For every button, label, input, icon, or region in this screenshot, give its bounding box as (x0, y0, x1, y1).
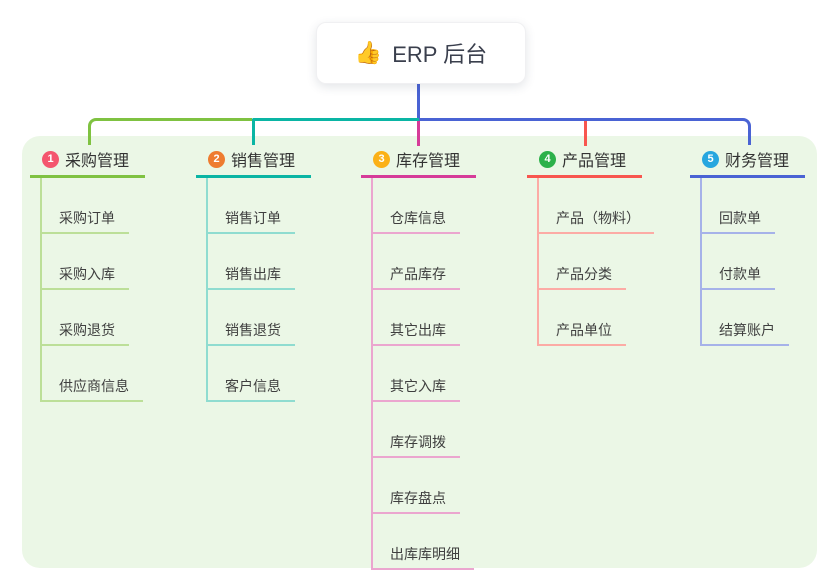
child-node[interactable]: 客户信息 (208, 346, 295, 402)
branch-underline (527, 175, 642, 178)
branch-children: 销售订单 销售出库 销售退货 客户信息 (206, 178, 295, 402)
branch-sales: 2 销售管理 销售订单 销售出库 销售退货 客户信息 (196, 146, 356, 402)
branch-underline (30, 175, 145, 178)
child-node[interactable]: 采购退货 (42, 290, 129, 346)
connector-branch-2 (252, 118, 419, 145)
child-node[interactable]: 销售退货 (208, 290, 295, 346)
branch-label: 产品管理 (562, 153, 627, 170)
branch-number-badge: 5 (702, 150, 719, 168)
branch-underline (690, 175, 805, 178)
branch-label: 销售管理 (231, 153, 296, 170)
branch-children: 回款单 付款单 结算账户 (700, 178, 789, 346)
child-node[interactable]: 采购订单 (42, 178, 129, 234)
child-node[interactable]: 销售出库 (208, 234, 295, 290)
connector-branch-1 (88, 118, 252, 145)
branch-procurement: 1 采购管理 采购订单 采购入库 采购退货 供应商信息 (30, 146, 190, 402)
mindmap-background-panel (22, 136, 817, 568)
branch-node-product[interactable]: 4 产品管理 (527, 146, 687, 172)
child-node[interactable]: 其它入库 (373, 346, 460, 402)
branch-number-badge: 3 (373, 150, 390, 168)
child-node[interactable]: 销售订单 (208, 178, 295, 234)
child-node[interactable]: 产品（物料） (539, 178, 654, 234)
branch-node-inventory[interactable]: 3 库存管理 (361, 146, 521, 172)
branch-children: 仓库信息 产品库存 其它出库 其它入库 库存调拨 库存盘点 出库库明细 (371, 178, 474, 570)
branch-label: 库存管理 (396, 153, 461, 170)
branch-number-badge: 2 (208, 150, 225, 168)
connector-branch-5 (419, 118, 751, 145)
child-node[interactable]: 产品分类 (539, 234, 626, 290)
branch-node-procurement[interactable]: 1 采购管理 (30, 146, 190, 172)
connector-branch-3 (417, 121, 420, 146)
child-node[interactable]: 回款单 (702, 178, 775, 234)
branch-number-badge: 1 (42, 150, 59, 168)
child-node[interactable]: 产品库存 (373, 234, 460, 290)
branch-underline (361, 175, 476, 178)
connector-branch-4 (584, 121, 587, 146)
branch-label: 采购管理 (65, 153, 130, 170)
branch-finance: 5 财务管理 回款单 付款单 结算账户 (690, 146, 839, 346)
thumbs-up-icon: 👍 (354, 40, 383, 65)
child-node[interactable]: 出库库明细 (373, 514, 474, 570)
child-node[interactable]: 仓库信息 (373, 178, 460, 234)
child-node[interactable]: 采购入库 (42, 234, 129, 290)
branch-node-finance[interactable]: 5 财务管理 (690, 146, 839, 172)
child-node[interactable]: 供应商信息 (42, 346, 143, 402)
branch-label: 财务管理 (725, 153, 790, 170)
root-node-erp[interactable]: 👍 ERP 后台 (316, 22, 526, 84)
branch-node-sales[interactable]: 2 销售管理 (196, 146, 356, 172)
branch-children: 产品（物料） 产品分类 产品单位 (537, 178, 654, 346)
branch-children: 采购订单 采购入库 采购退货 供应商信息 (40, 178, 143, 402)
root-connector-stem (417, 82, 420, 121)
branch-inventory: 3 库存管理 仓库信息 产品库存 其它出库 其它入库 库存调拨 库存盘点 出库库… (361, 146, 521, 570)
child-node[interactable]: 其它出库 (373, 290, 460, 346)
branch-underline (196, 175, 311, 178)
branch-number-badge: 4 (539, 150, 556, 168)
root-node-label: ERP 后台 (392, 42, 488, 67)
child-node[interactable]: 结算账户 (702, 290, 789, 346)
child-node[interactable]: 库存调拨 (373, 402, 460, 458)
child-node[interactable]: 付款单 (702, 234, 775, 290)
child-node[interactable]: 库存盘点 (373, 458, 460, 514)
child-node[interactable]: 产品单位 (539, 290, 626, 346)
branch-product: 4 产品管理 产品（物料） 产品分类 产品单位 (527, 146, 687, 346)
